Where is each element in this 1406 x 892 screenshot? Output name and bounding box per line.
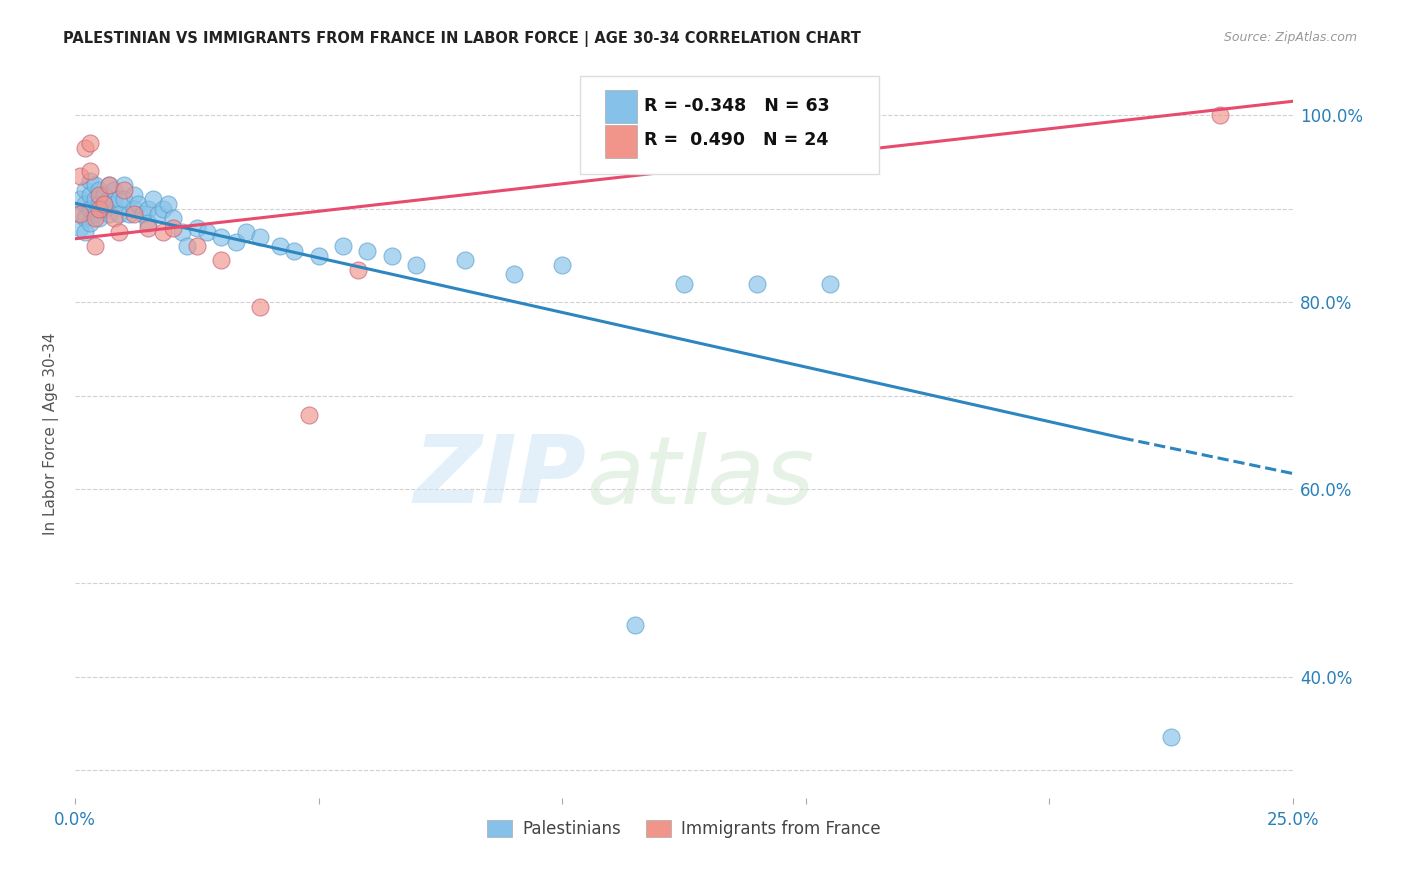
Point bbox=[195, 225, 218, 239]
Point bbox=[298, 408, 321, 422]
Point bbox=[98, 178, 121, 193]
Point bbox=[108, 193, 131, 207]
Text: atlas: atlas bbox=[586, 432, 815, 523]
Text: R = -0.348   N = 63: R = -0.348 N = 63 bbox=[644, 96, 830, 115]
Text: R =  0.490   N = 24: R = 0.490 N = 24 bbox=[644, 131, 828, 149]
Point bbox=[103, 197, 125, 211]
Point bbox=[83, 193, 105, 207]
Point bbox=[356, 244, 378, 258]
Point bbox=[79, 164, 101, 178]
Point bbox=[112, 183, 135, 197]
Point bbox=[108, 225, 131, 239]
Point bbox=[624, 618, 647, 632]
Point bbox=[122, 187, 145, 202]
Point bbox=[745, 277, 768, 291]
Point bbox=[89, 211, 111, 226]
Point bbox=[235, 225, 257, 239]
Point bbox=[1209, 108, 1232, 122]
Point bbox=[332, 239, 354, 253]
Point bbox=[152, 202, 174, 216]
Point bbox=[83, 239, 105, 253]
Point bbox=[122, 202, 145, 216]
Point bbox=[136, 216, 159, 230]
Point bbox=[98, 206, 121, 220]
Point bbox=[502, 268, 524, 282]
Point bbox=[83, 178, 105, 193]
Point bbox=[162, 220, 184, 235]
Point bbox=[186, 239, 208, 253]
Point bbox=[1160, 731, 1182, 745]
Point bbox=[172, 225, 194, 239]
Point bbox=[162, 211, 184, 226]
Point bbox=[93, 187, 115, 202]
Text: PALESTINIAN VS IMMIGRANTS FROM FRANCE IN LABOR FORCE | AGE 30-34 CORRELATION CHA: PALESTINIAN VS IMMIGRANTS FROM FRANCE IN… bbox=[63, 31, 860, 47]
Point bbox=[73, 141, 96, 155]
Point bbox=[93, 197, 115, 211]
Point bbox=[79, 202, 101, 216]
Point bbox=[79, 136, 101, 151]
FancyBboxPatch shape bbox=[605, 126, 637, 158]
Point bbox=[103, 183, 125, 197]
Point bbox=[79, 216, 101, 230]
Text: Source: ZipAtlas.com: Source: ZipAtlas.com bbox=[1223, 31, 1357, 45]
Text: ZIP: ZIP bbox=[413, 431, 586, 523]
Point bbox=[83, 211, 105, 226]
Point bbox=[346, 262, 368, 277]
Point bbox=[381, 249, 404, 263]
Point bbox=[108, 206, 131, 220]
Y-axis label: In Labor Force | Age 30-34: In Labor Force | Age 30-34 bbox=[44, 332, 59, 534]
Point bbox=[127, 197, 149, 211]
Point bbox=[176, 239, 198, 253]
Point bbox=[89, 197, 111, 211]
Point bbox=[93, 202, 115, 216]
Point bbox=[269, 239, 291, 253]
Point bbox=[69, 220, 91, 235]
Point bbox=[136, 202, 159, 216]
Point bbox=[83, 206, 105, 220]
Point bbox=[156, 197, 179, 211]
Point bbox=[112, 178, 135, 193]
Point bbox=[122, 206, 145, 220]
Point bbox=[152, 225, 174, 239]
Point bbox=[69, 206, 91, 220]
Point bbox=[186, 220, 208, 235]
Point bbox=[69, 206, 91, 220]
Point bbox=[146, 206, 169, 220]
Point bbox=[69, 193, 91, 207]
Point bbox=[209, 230, 232, 244]
Point bbox=[818, 277, 841, 291]
Point bbox=[136, 220, 159, 235]
Point bbox=[454, 253, 477, 268]
Point bbox=[249, 230, 271, 244]
FancyBboxPatch shape bbox=[605, 90, 637, 122]
Point bbox=[79, 187, 101, 202]
Point bbox=[69, 169, 91, 183]
Point bbox=[551, 258, 574, 272]
Point bbox=[98, 193, 121, 207]
Point bbox=[405, 258, 427, 272]
Point bbox=[103, 211, 125, 226]
Point bbox=[98, 178, 121, 193]
Point bbox=[308, 249, 330, 263]
Point bbox=[73, 211, 96, 226]
Point bbox=[73, 225, 96, 239]
Point bbox=[283, 244, 305, 258]
Point bbox=[89, 202, 111, 216]
Point bbox=[89, 183, 111, 197]
Legend: Palestinians, Immigrants from France: Palestinians, Immigrants from France bbox=[481, 813, 887, 845]
FancyBboxPatch shape bbox=[581, 76, 879, 174]
Point bbox=[79, 174, 101, 188]
Point bbox=[142, 193, 165, 207]
Point bbox=[73, 183, 96, 197]
Point bbox=[118, 206, 141, 220]
Point bbox=[112, 193, 135, 207]
Point bbox=[672, 277, 695, 291]
Point bbox=[249, 300, 271, 314]
Point bbox=[132, 206, 155, 220]
Point bbox=[225, 235, 247, 249]
Point bbox=[209, 253, 232, 268]
Point bbox=[73, 197, 96, 211]
Point bbox=[89, 187, 111, 202]
